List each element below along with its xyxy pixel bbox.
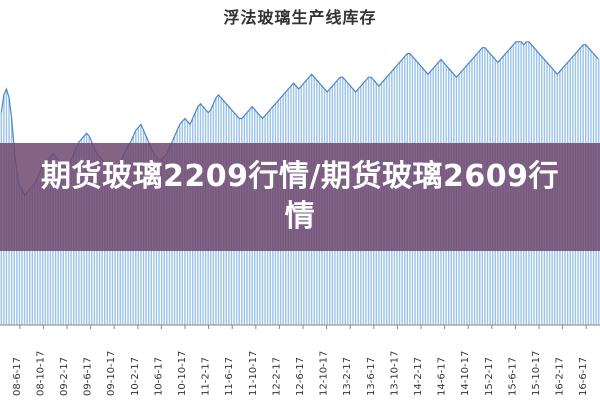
x-tick-labels: 08-6-17 08-10-17 09-2-17 09-6-17 09-10-17 10-… <box>12 325 589 396</box>
x-tick-label: 12-10-17 <box>319 351 330 396</box>
x-tick-label: 10-10-17 <box>177 351 188 396</box>
x-tick-label: 15-10-17 <box>531 351 542 396</box>
x-tick-label: 10-6-17 <box>153 357 164 396</box>
x-tick-label: 14-10-17 <box>460 351 471 396</box>
bar <box>29 189 31 325</box>
x-tick-label: 15-6-17 <box>507 357 518 396</box>
x-tick-label: 11-10-17 <box>248 351 259 396</box>
x-tick-label: 14-6-17 <box>437 357 448 396</box>
bar <box>31 186 34 325</box>
bar <box>34 183 36 325</box>
x-tick-label: 16-2-17 <box>555 357 566 396</box>
x-tick-label: 08-6-17 <box>12 357 23 396</box>
x-tick-label: 09-10-17 <box>106 351 117 396</box>
x-tick-label: 12-6-17 <box>295 357 306 396</box>
x-tick-label: 14-2-17 <box>413 357 424 396</box>
x-tick-label: 13-10-17 <box>389 351 400 396</box>
x-tick-label: 13-6-17 <box>366 357 377 396</box>
bar <box>26 192 28 325</box>
x-tick-label: 16-6-17 <box>578 357 589 396</box>
x-tick-label: 09-6-17 <box>83 357 94 396</box>
headline-banner: 期货玻璃2209行情/期货玻璃2609行情 <box>0 143 600 251</box>
x-tick-label: 12-2-17 <box>271 357 282 396</box>
x-tick-label: 08-10-17 <box>35 351 46 396</box>
x-tick-label: 09-2-17 <box>59 357 70 396</box>
bar <box>23 195 26 325</box>
x-tick-label: 15-2-17 <box>484 357 495 396</box>
chart-title: 浮法玻璃生产线库存 <box>223 8 377 27</box>
bar <box>36 177 39 325</box>
x-tick-label: 10-2-17 <box>130 357 141 396</box>
headline-text: 期货玻璃2209行情/期货玻璃2609行情 <box>41 159 559 234</box>
bar <box>18 186 21 325</box>
x-tick-label: 11-6-17 <box>224 357 235 396</box>
bar <box>21 189 23 325</box>
x-tick-label: 11-2-17 <box>201 357 212 396</box>
x-tick-label: 13-2-17 <box>342 357 353 396</box>
